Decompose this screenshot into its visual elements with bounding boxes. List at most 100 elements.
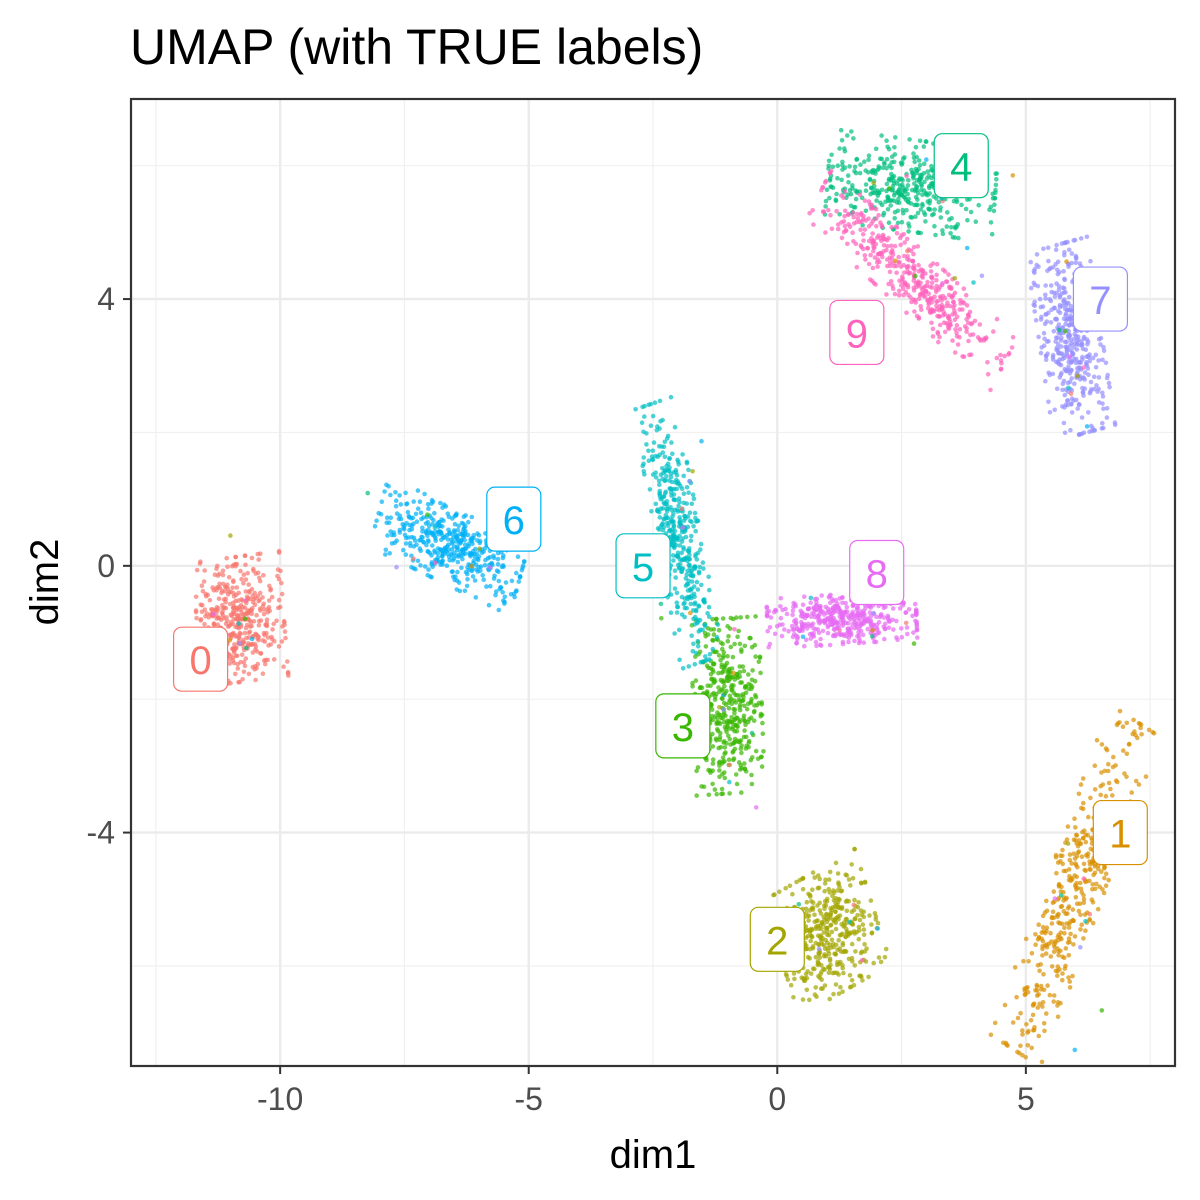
data-point xyxy=(938,205,943,210)
data-point xyxy=(650,472,656,477)
data-point xyxy=(850,603,856,609)
data-point xyxy=(835,947,840,953)
data-point xyxy=(833,198,839,204)
data-point xyxy=(698,547,703,552)
data-point xyxy=(848,625,854,631)
data-point xyxy=(825,630,831,636)
data-point xyxy=(1058,904,1064,910)
data-point xyxy=(1060,853,1065,859)
data-point xyxy=(384,515,390,520)
data-point xyxy=(725,638,731,644)
data-point xyxy=(1074,397,1079,403)
data-point xyxy=(925,192,930,198)
data-point xyxy=(917,138,923,144)
data-point xyxy=(852,164,858,170)
data-point xyxy=(808,971,814,976)
data-point xyxy=(462,588,468,594)
data-point xyxy=(827,958,833,963)
data-point xyxy=(653,501,659,507)
data-point xyxy=(753,805,759,810)
data-point xyxy=(833,982,839,987)
data-point xyxy=(841,229,847,235)
data-point xyxy=(422,564,428,569)
data-point xyxy=(887,186,892,191)
data-point xyxy=(641,455,646,460)
data-point xyxy=(858,866,864,872)
data-point xyxy=(1083,868,1088,873)
data-point xyxy=(706,792,712,798)
y-tick-label: 0 xyxy=(97,548,115,584)
data-point xyxy=(852,897,857,903)
data-point xyxy=(1083,832,1088,838)
data-point xyxy=(644,431,649,436)
data-point xyxy=(718,658,723,663)
data-point xyxy=(1036,1033,1042,1039)
data-point xyxy=(1088,389,1093,394)
data-point xyxy=(262,607,267,612)
data-point xyxy=(1094,383,1099,388)
data-point xyxy=(252,602,258,608)
data-point xyxy=(1066,925,1072,930)
data-point xyxy=(758,714,763,719)
data-point xyxy=(691,524,696,529)
data-point xyxy=(676,496,682,501)
data-point xyxy=(279,639,285,644)
data-point xyxy=(875,920,881,926)
data-point xyxy=(940,228,945,233)
data-point xyxy=(985,372,991,377)
data-point xyxy=(779,633,785,639)
data-point xyxy=(1046,941,1052,946)
data-point xyxy=(808,595,814,601)
data-point xyxy=(917,175,923,181)
data-point xyxy=(418,510,424,516)
data-point xyxy=(677,561,683,567)
data-point xyxy=(1012,965,1018,970)
data-point xyxy=(899,219,905,225)
data-point xyxy=(727,791,732,796)
data-point xyxy=(903,620,909,626)
data-point xyxy=(865,245,870,251)
data-point xyxy=(688,538,694,543)
data-point xyxy=(903,289,909,295)
data-point xyxy=(233,554,238,560)
data-point xyxy=(737,767,743,772)
data-point xyxy=(1078,880,1083,886)
data-point xyxy=(741,668,747,674)
data-point xyxy=(1014,994,1019,1000)
data-point xyxy=(688,610,693,616)
data-point xyxy=(829,226,835,232)
data-point xyxy=(950,338,955,343)
data-point xyxy=(663,489,669,495)
data-point xyxy=(666,528,672,534)
data-point xyxy=(714,791,719,797)
data-point xyxy=(711,632,717,637)
data-point xyxy=(732,698,737,703)
data-point xyxy=(1084,424,1090,429)
data-point xyxy=(242,616,248,621)
data-point xyxy=(947,217,952,222)
data-point xyxy=(249,636,255,642)
data-point xyxy=(662,468,668,473)
data-point xyxy=(799,622,805,627)
data-point xyxy=(808,938,813,944)
data-point xyxy=(250,642,255,647)
data-point xyxy=(913,214,918,219)
data-point xyxy=(1042,943,1048,948)
data-point xyxy=(1060,387,1065,393)
data-point xyxy=(805,969,810,974)
data-point xyxy=(1081,876,1087,881)
data-point xyxy=(1020,1028,1025,1033)
data-point xyxy=(684,485,690,490)
data-point xyxy=(726,674,732,680)
data-point xyxy=(217,571,222,577)
data-point xyxy=(491,576,497,581)
data-point xyxy=(270,627,275,632)
data-point xyxy=(790,891,795,897)
data-point xyxy=(230,646,235,651)
data-point xyxy=(474,567,479,572)
data-point xyxy=(757,655,763,660)
data-point xyxy=(1065,841,1071,846)
data-point xyxy=(239,617,244,622)
data-point xyxy=(867,176,873,182)
data-point xyxy=(1058,351,1063,356)
